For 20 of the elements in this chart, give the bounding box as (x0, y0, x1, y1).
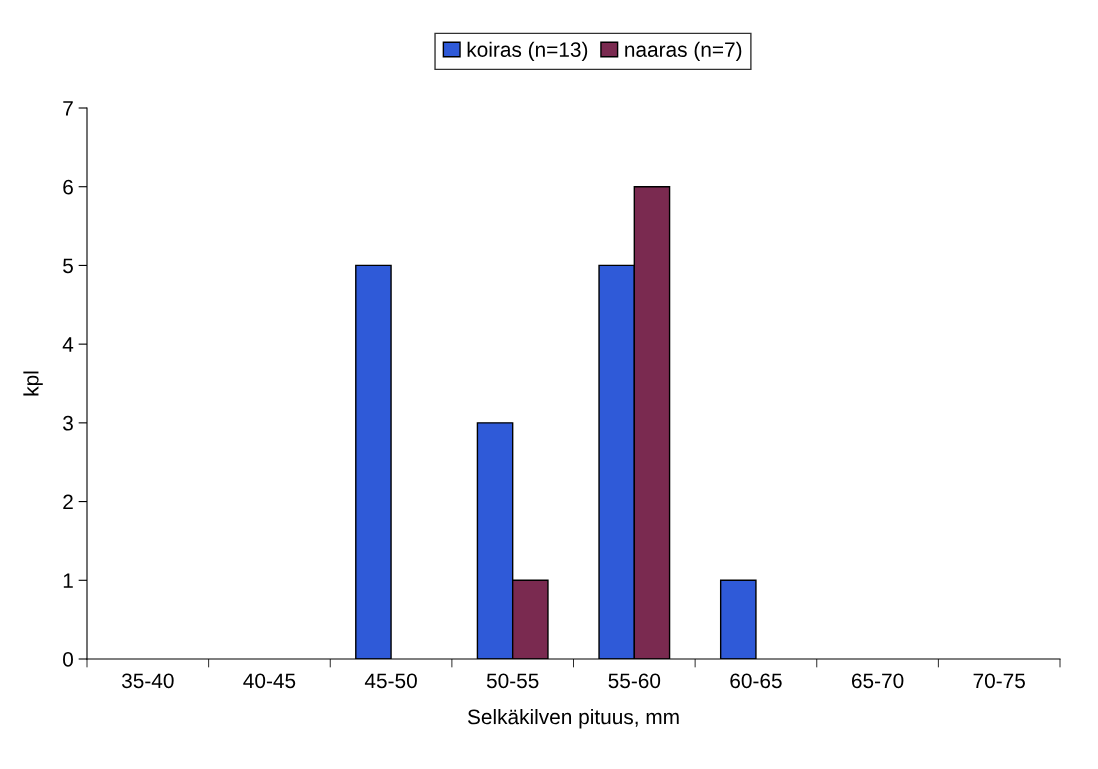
legend-label: koiras (n=13) (467, 41, 588, 62)
x-axis-title: Selkäkilven pituus, mm (467, 708, 679, 729)
x-tick-label: 40-45 (243, 673, 296, 689)
y-tick-label: 7 (63, 101, 73, 116)
legend-label: naaras (n=7) (625, 41, 742, 62)
y-tick-label: 4 (62, 337, 74, 352)
y-tick-label: 5 (63, 258, 73, 274)
x-tick-label: 60-65 (730, 673, 782, 689)
y-tick-label: 0 (63, 652, 73, 667)
y-tick-label: 1 (63, 573, 73, 588)
x-tick-label: 65-70 (851, 673, 904, 689)
y-tick-label: 2 (63, 494, 73, 510)
y-tick-label: 6 (63, 179, 73, 195)
x-tick-label: 35-40 (121, 673, 174, 689)
y-axis-title: kpl (23, 371, 43, 396)
x-tick-label: 70-75 (973, 673, 1025, 689)
y-tick-label: 3 (63, 415, 73, 431)
x-tick-label: 45-50 (364, 673, 417, 689)
x-tick-label: 50-55 (486, 673, 539, 689)
x-tick-label: 55-60 (608, 673, 661, 689)
